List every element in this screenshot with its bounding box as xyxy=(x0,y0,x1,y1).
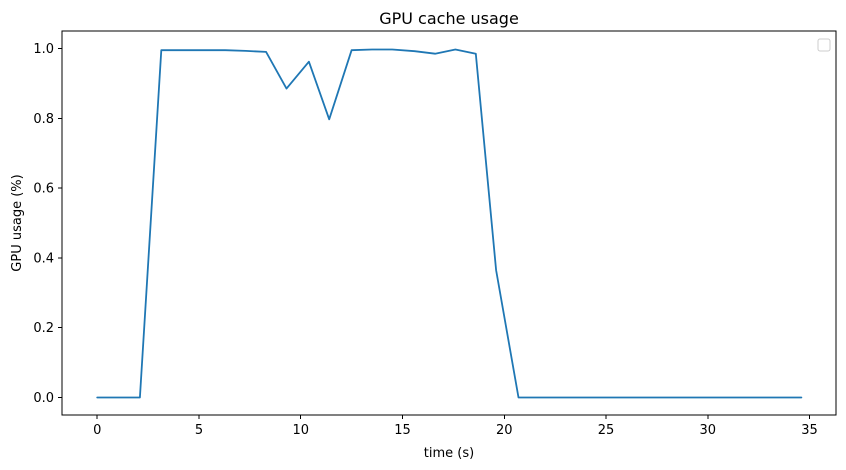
x-axis-label: time (s) xyxy=(424,446,474,461)
y-tick-label: 0.4 xyxy=(33,251,54,266)
x-tick-label: 0 xyxy=(93,423,101,438)
x-tick-label: 35 xyxy=(801,423,818,438)
plot-area xyxy=(61,30,837,416)
y-tick-label: 0.0 xyxy=(33,391,54,406)
chart-title: GPU cache usage xyxy=(379,9,519,28)
x-tick-label: 15 xyxy=(394,423,411,438)
series-layer xyxy=(96,48,803,399)
y-axis-label: GPU usage (%) xyxy=(10,174,25,271)
y-tick-label: 0.6 xyxy=(33,182,54,197)
x-tick-label: 20 xyxy=(496,423,513,438)
axes-frame xyxy=(61,30,837,416)
y-tick-label: 1.0 xyxy=(33,42,54,57)
x-tick-label: 5 xyxy=(195,423,203,438)
x-tick-label: 10 xyxy=(292,423,309,438)
y-tick-label: 0.2 xyxy=(33,321,54,336)
x-tick-label: 25 xyxy=(598,423,615,438)
y-axis: 0.0 0.2 0.4 0.6 0.8 1.0 xyxy=(33,42,62,406)
legend-box xyxy=(817,38,831,52)
x-tick-label: 30 xyxy=(700,423,717,438)
x-axis: 0 5 10 15 20 25 30 35 xyxy=(93,415,818,438)
y-tick-label: 0.8 xyxy=(33,112,54,127)
series-line xyxy=(96,48,803,399)
